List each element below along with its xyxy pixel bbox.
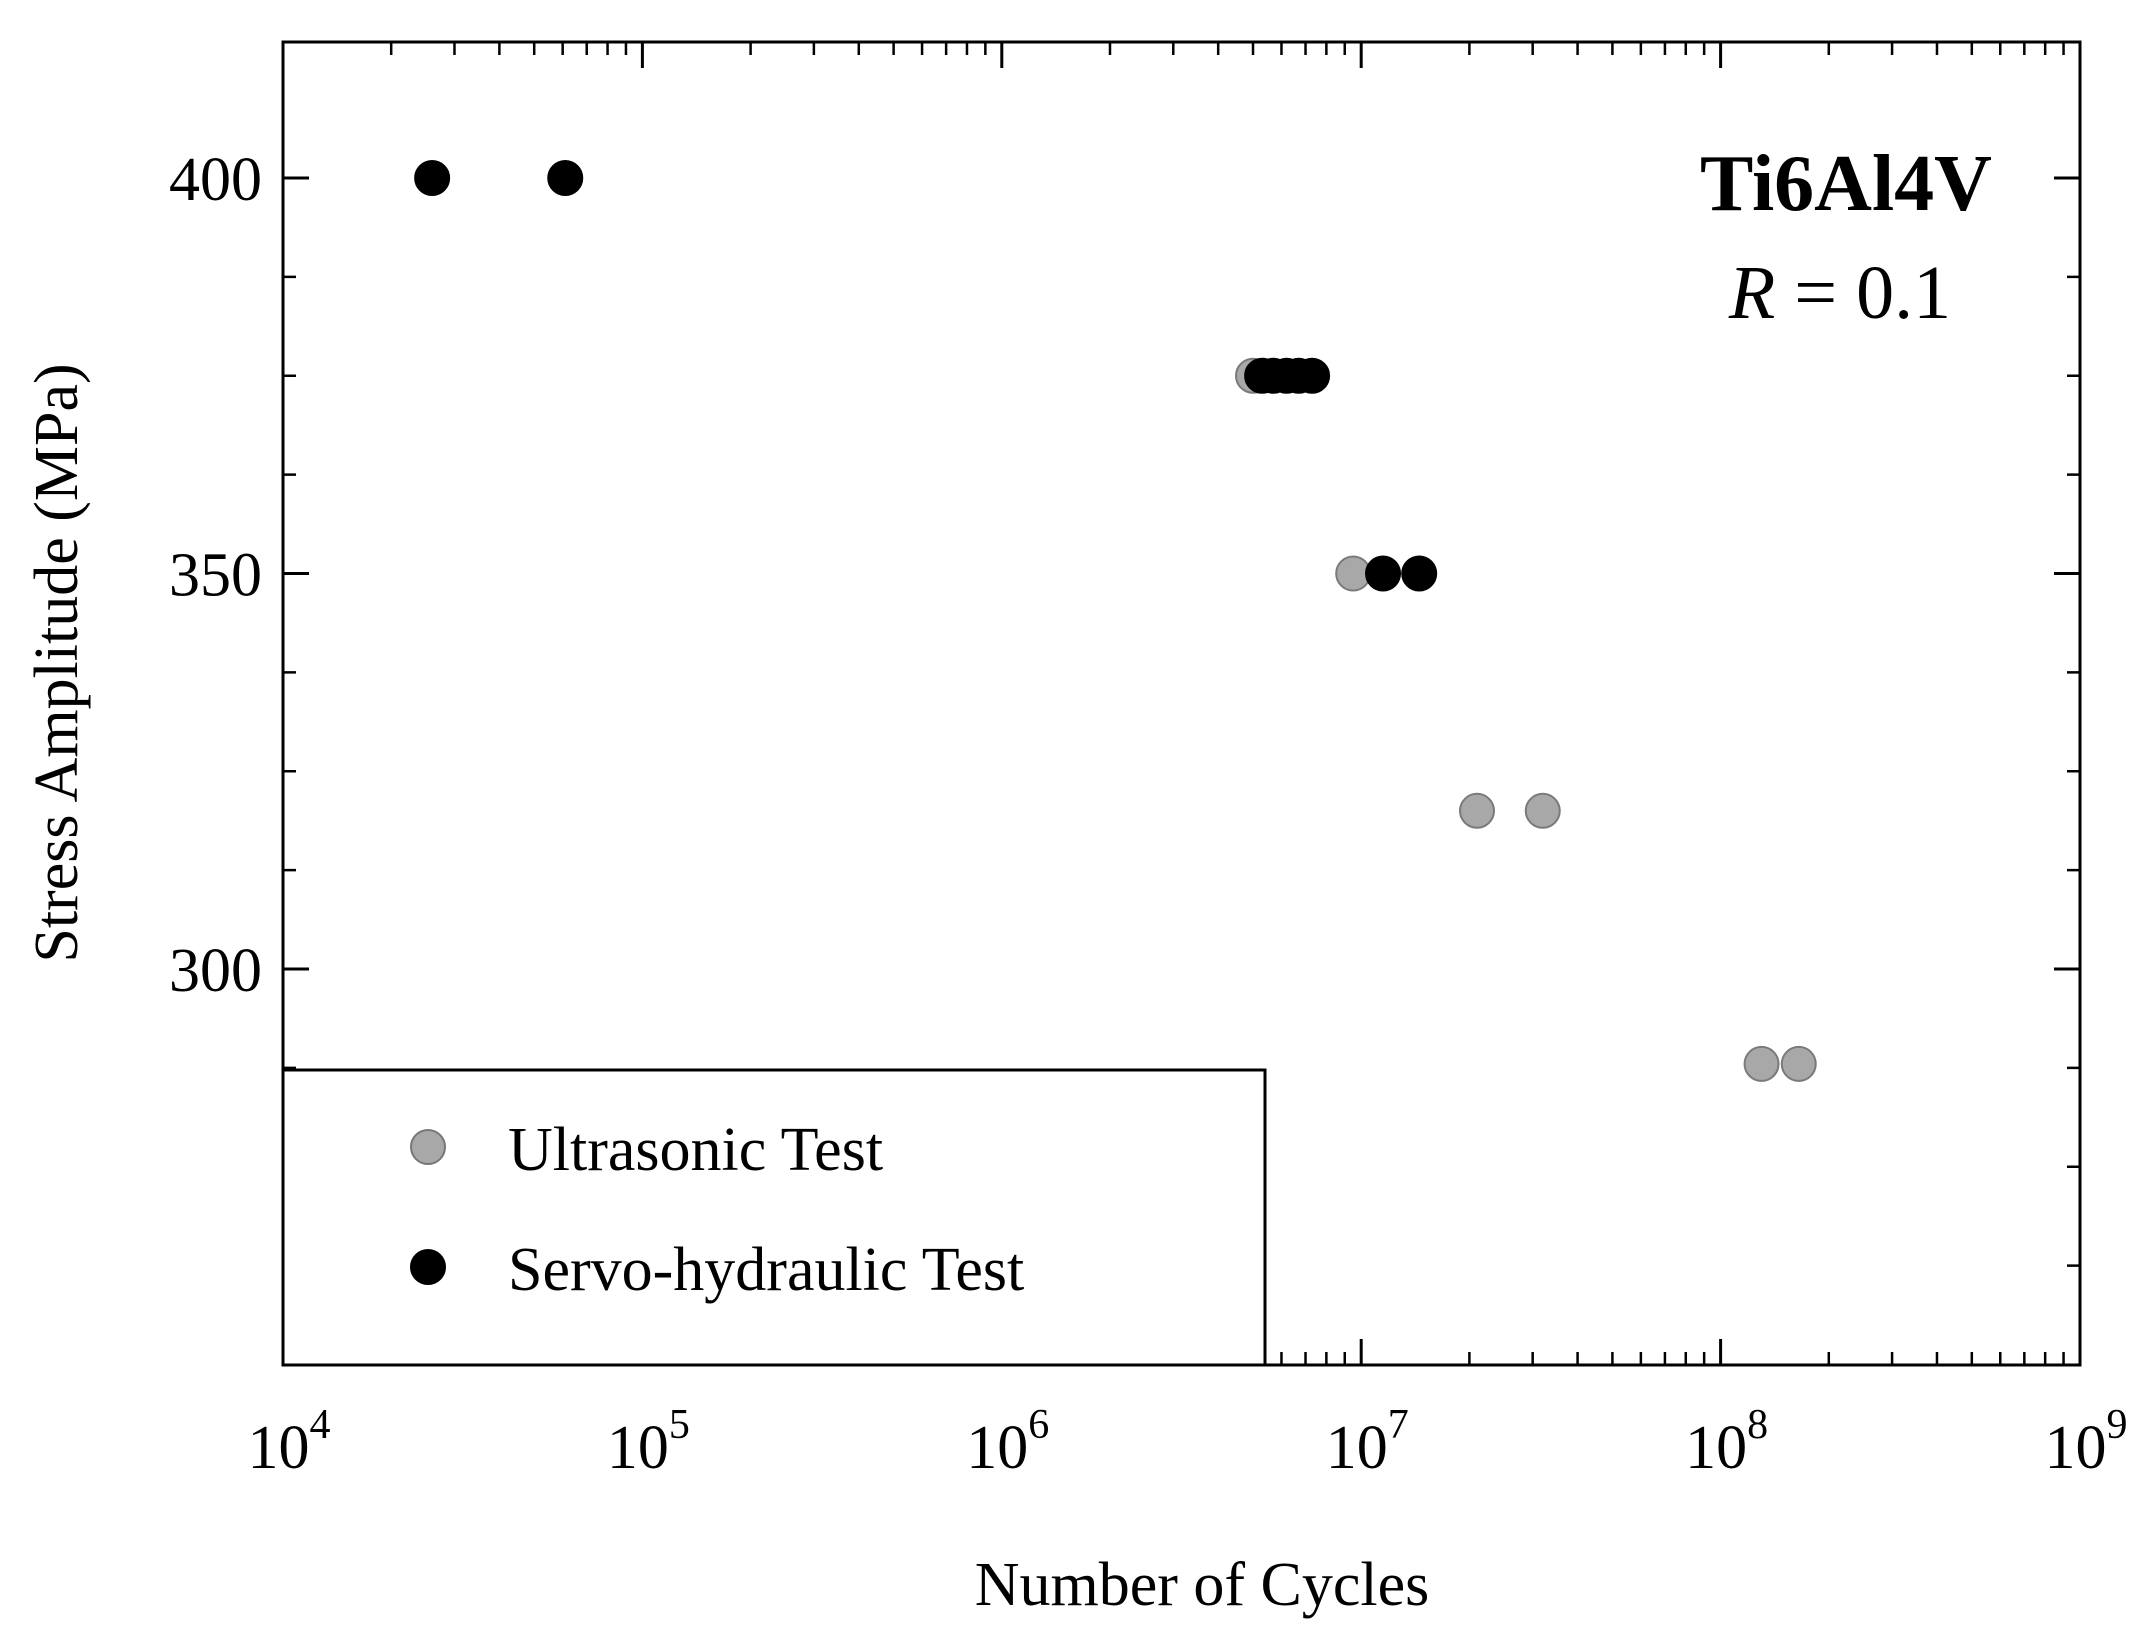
x-tick-exponent: 4 (310, 1402, 331, 1448)
legend-box (281, 1068, 1267, 1367)
x-tick-labels: 104 105 106 107 108 109 (248, 1402, 2128, 1482)
servo-hydraulic-point (1365, 555, 1402, 592)
x-tick-base: 10 (966, 1414, 1028, 1482)
ratio-annotation: R = 0.1 (1728, 251, 1951, 335)
x-tick-label: 104 (248, 1402, 331, 1482)
y-tick-label: 350 (169, 542, 262, 610)
chart-title: Ti6Al4V (1700, 140, 1992, 228)
x-axis-label: Number of Cycles (975, 1551, 1430, 1619)
ultrasonic-point (1743, 1045, 1780, 1082)
legend-marker-ultrasonic (410, 1129, 446, 1165)
legend-label-servo-hydraulic: Servo-hydraulic Test (508, 1236, 1024, 1304)
y-tick-labels: 300 350 400 (169, 146, 262, 1005)
ratio-variable: R (1728, 251, 1775, 335)
y-tick-label: 300 (169, 937, 262, 1005)
data-points (414, 160, 1817, 1082)
x-tick-label: 106 (966, 1402, 1049, 1482)
x-tick-base: 10 (2045, 1414, 2107, 1482)
legend-marker-servo-hydraulic (410, 1249, 446, 1285)
x-tick-base: 10 (1326, 1414, 1388, 1482)
ultrasonic-point (1524, 792, 1561, 829)
ultrasonic-point (1780, 1045, 1817, 1082)
x-tick-label: 107 (1326, 1402, 1409, 1482)
legend: Ultrasonic Test Servo-hydraulic Test (281, 1068, 1267, 1367)
x-tick-exponent: 7 (1388, 1402, 1409, 1448)
y-axis-label: Stress Amplitude (MPa) (23, 363, 91, 962)
x-tick-exponent: 5 (669, 1402, 690, 1448)
x-tick-base: 10 (248, 1414, 310, 1482)
x-tick-label: 105 (607, 1402, 690, 1482)
x-tick-label: 109 (2045, 1402, 2128, 1482)
x-tick-base: 10 (1685, 1414, 1747, 1482)
ratio-value: = 0.1 (1775, 251, 1951, 335)
legend-label-ultrasonic: Ultrasonic Test (508, 1116, 883, 1184)
x-tick-exponent: 8 (1747, 1402, 1768, 1448)
y-tick-label: 400 (169, 146, 262, 214)
servo-hydraulic-point (1294, 357, 1331, 394)
servo-hydraulic-point (414, 160, 451, 196)
servo-hydraulic-point (547, 160, 584, 196)
ultrasonic-point (1459, 792, 1496, 829)
x-tick-exponent: 6 (1028, 1402, 1049, 1448)
x-tick-label: 108 (1685, 1402, 1768, 1482)
servo-hydraulic-point (1401, 555, 1438, 592)
x-tick-base: 10 (607, 1414, 669, 1482)
x-tick-exponent: 9 (2107, 1402, 2128, 1448)
